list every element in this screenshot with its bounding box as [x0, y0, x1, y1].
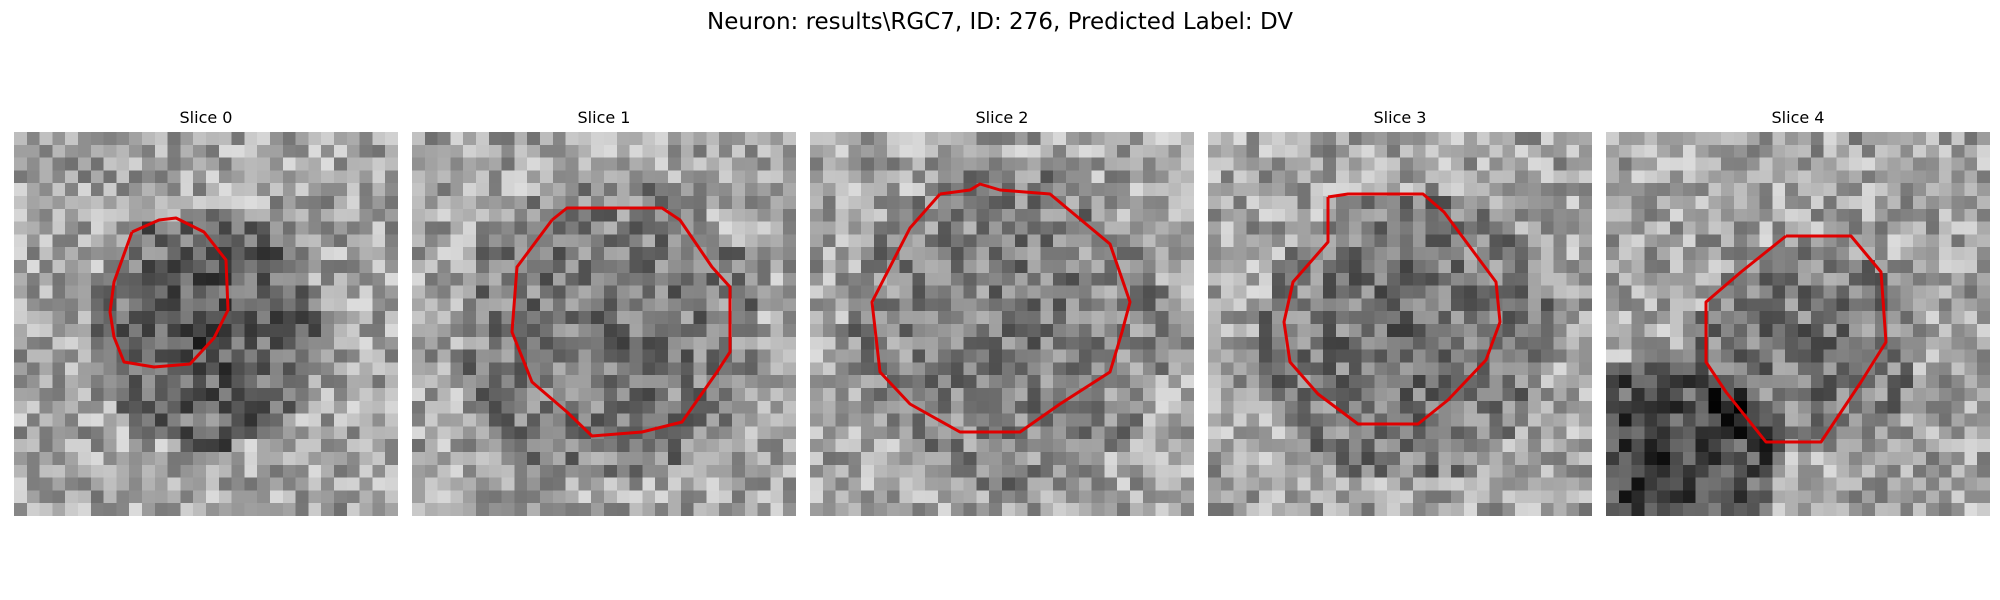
slice-contour-1: [510, 206, 732, 438]
slice-title-0: Slice 0: [179, 108, 233, 127]
slice-grayscale-1: [412, 132, 796, 516]
slice-panel-2: Slice 2: [810, 108, 1194, 516]
slice-contour-4: [1704, 234, 1888, 444]
slice-title-1: Slice 1: [577, 108, 631, 127]
slice-grayscale-0: [14, 132, 398, 516]
slice-image-1: [412, 132, 796, 516]
slice-contour-3: [1282, 192, 1502, 426]
slice-image-0: [14, 132, 398, 516]
slice-panel-4: Slice 4: [1606, 108, 1990, 516]
slice-panel-3: Slice 3: [1208, 108, 1592, 516]
slice-contour-0: [108, 216, 230, 369]
slice-contour-2: [870, 182, 1132, 434]
slice-grayscale-3: [1208, 132, 1592, 516]
figure-title: Neuron: results\RGC7, ID: 276, Predicted…: [706, 9, 1294, 35]
slice-image-3: [1208, 132, 1592, 516]
slice-panel-0: Slice 0: [14, 108, 398, 516]
slice-title-4: Slice 4: [1771, 108, 1825, 127]
slice-title-3: Slice 3: [1373, 108, 1427, 127]
slice-image-4: [1606, 132, 1990, 516]
slice-panel-1: Slice 1: [412, 108, 796, 516]
slice-title-2: Slice 2: [975, 108, 1029, 127]
slice-grayscale-4: [1606, 132, 1990, 516]
slice-image-2: [810, 132, 1194, 516]
